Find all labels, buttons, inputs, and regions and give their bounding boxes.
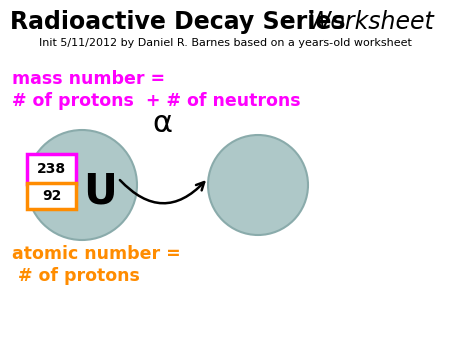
Text: # of protons  + # of neutrons: # of protons + # of neutrons (12, 92, 301, 110)
Text: 238: 238 (37, 162, 66, 176)
Text: atomic number =: atomic number = (12, 245, 181, 263)
Text: Init 5/11/2012 by Daniel R. Barnes based on a years-old worksheet: Init 5/11/2012 by Daniel R. Barnes based… (39, 38, 411, 48)
Text: Worksheet: Worksheet (308, 10, 435, 34)
Text: U: U (83, 171, 117, 213)
Circle shape (27, 130, 137, 240)
FancyArrowPatch shape (120, 180, 204, 203)
Text: mass number =: mass number = (12, 70, 165, 88)
Text: # of protons: # of protons (12, 267, 140, 285)
FancyBboxPatch shape (27, 154, 76, 184)
FancyBboxPatch shape (27, 183, 76, 209)
Text: 92: 92 (42, 189, 61, 203)
Text: Radioactive Decay Series: Radioactive Decay Series (10, 10, 354, 34)
Text: α: α (152, 108, 172, 138)
Circle shape (208, 135, 308, 235)
